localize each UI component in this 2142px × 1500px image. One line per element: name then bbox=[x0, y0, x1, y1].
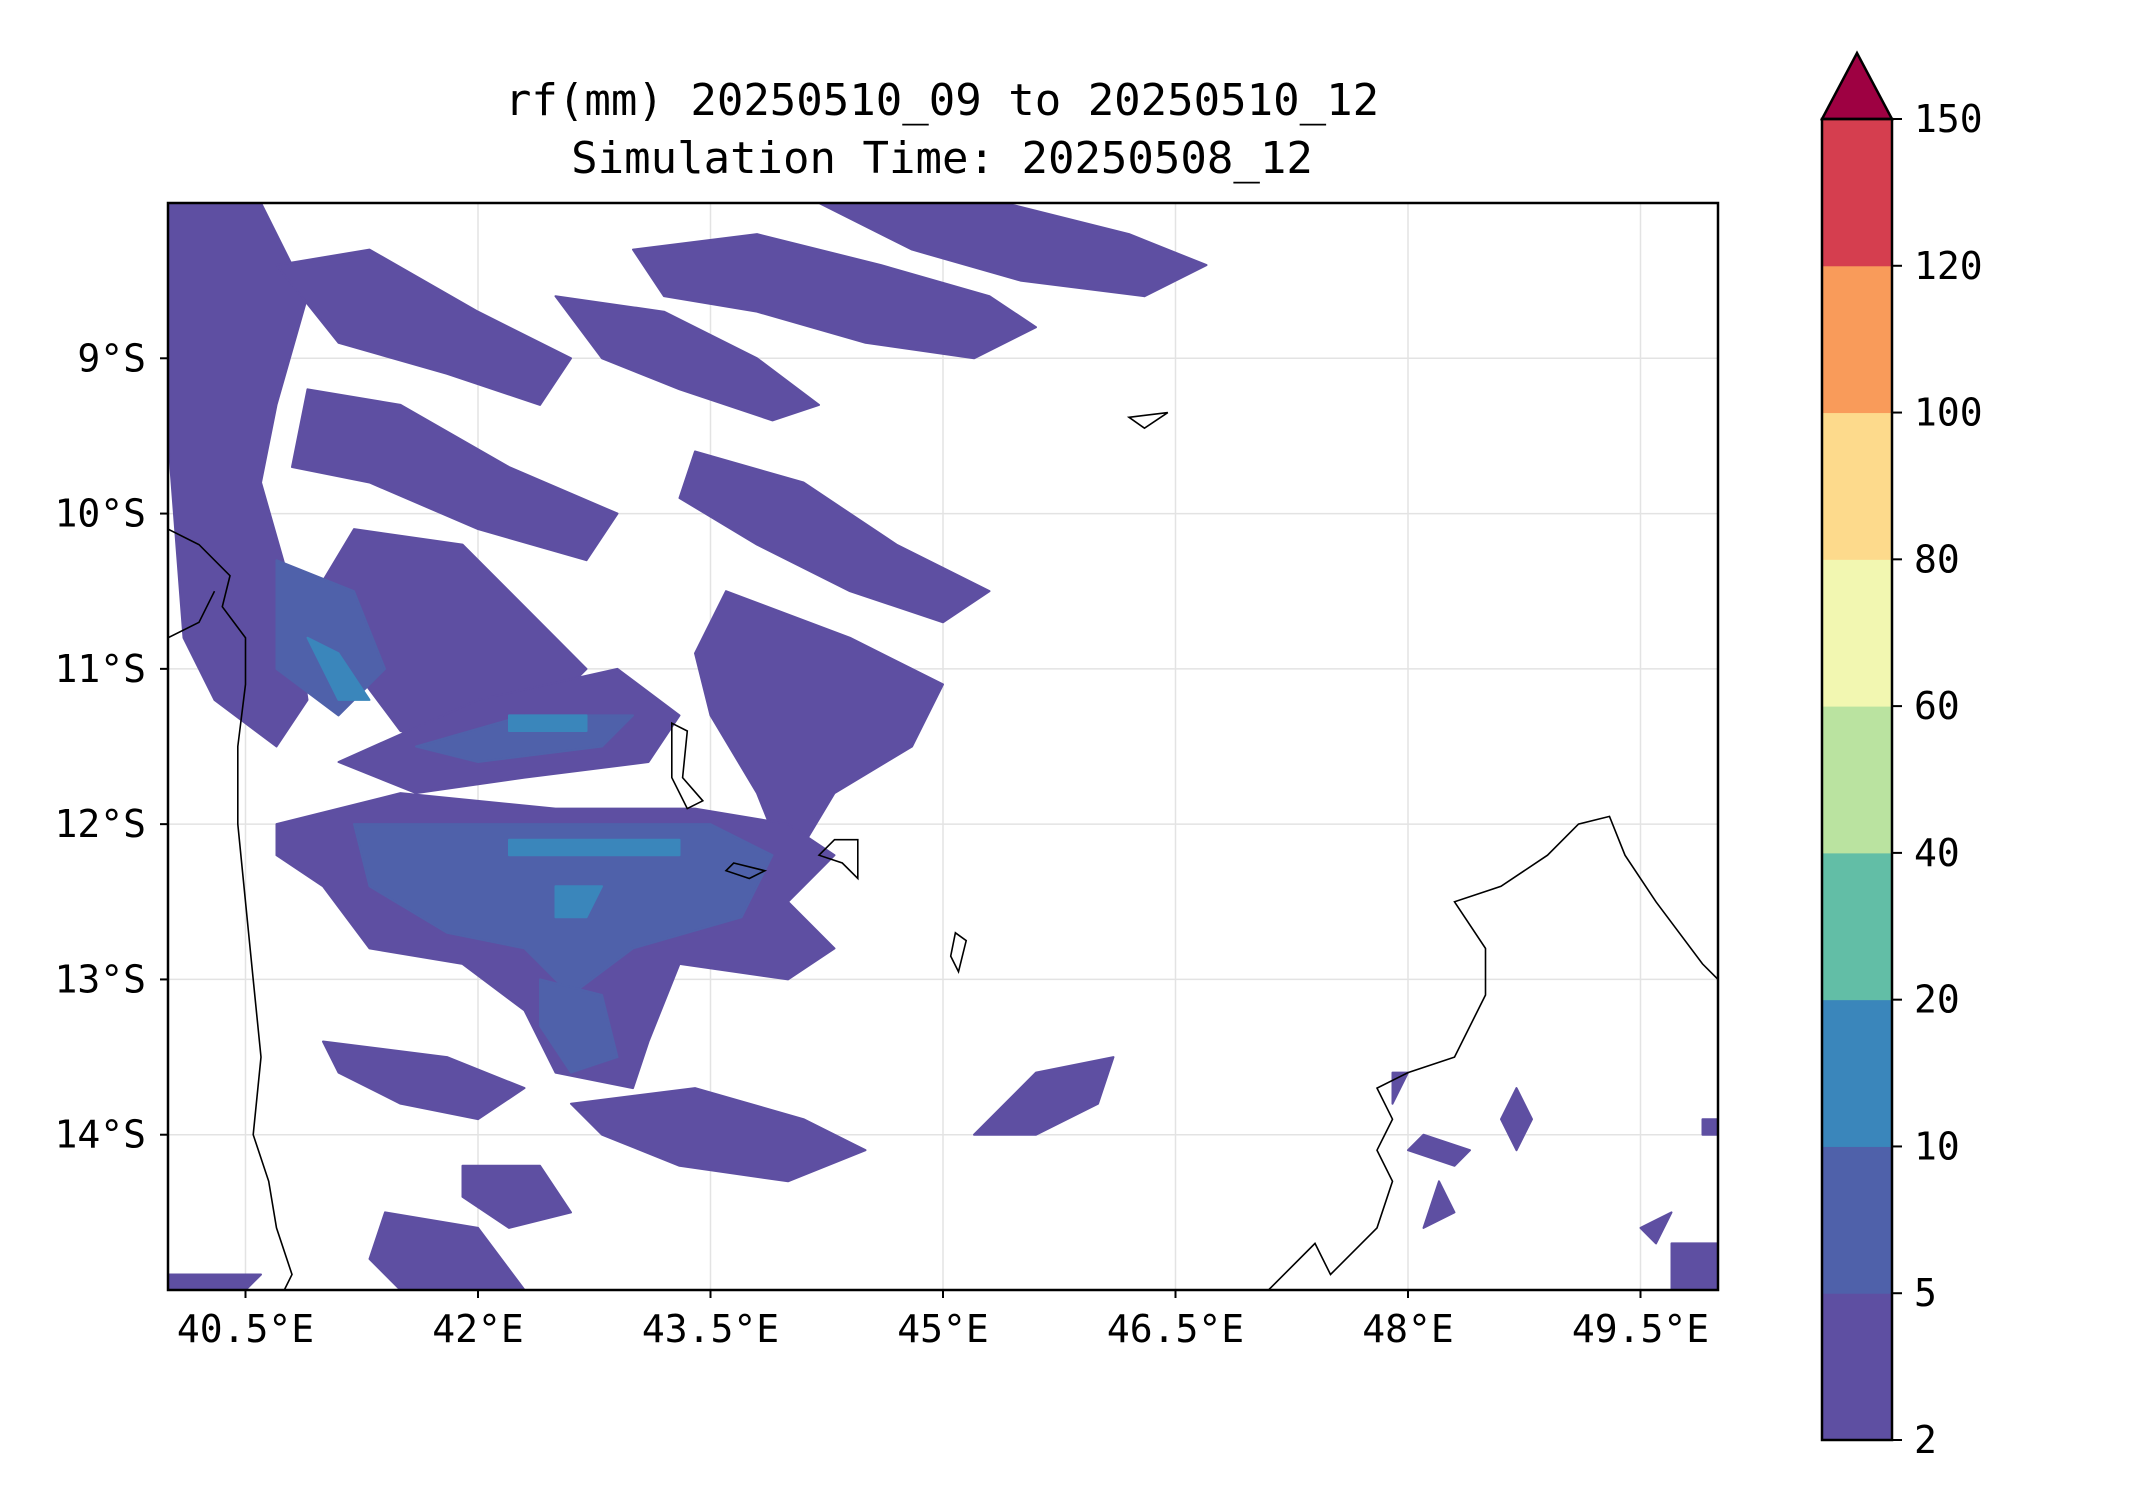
x-tick-label: 45°E bbox=[897, 1307, 989, 1351]
y-tick-label: 14°S bbox=[54, 1113, 146, 1157]
y-tick-label: 12°S bbox=[54, 802, 146, 846]
colorbar-segment bbox=[1822, 559, 1892, 707]
coastline bbox=[168, 590, 216, 639]
rain-band bbox=[818, 203, 1208, 298]
island-outline bbox=[817, 838, 859, 881]
rain-band bbox=[291, 388, 619, 562]
rain-band bbox=[275, 248, 572, 406]
colorbar-segment bbox=[1822, 119, 1892, 267]
rain-band bbox=[1670, 1242, 1718, 1290]
y-tick-label: 11°S bbox=[54, 647, 146, 691]
x-tick-label: 48°E bbox=[1362, 1307, 1454, 1351]
x-axis-ticks: 40.5°E 42°E 43.5°E 45°E 46.5°E 48°E 49.5°E bbox=[177, 1290, 1709, 1351]
island-outline bbox=[949, 931, 968, 974]
island-outline bbox=[1126, 411, 1169, 430]
rain-band bbox=[368, 1211, 526, 1290]
rain-band bbox=[632, 233, 1037, 360]
x-tick-label: 49.5°E bbox=[1572, 1307, 1709, 1351]
x-tick-label: 46.5°E bbox=[1107, 1307, 1244, 1351]
coastline bbox=[168, 528, 293, 1290]
x-tick-label: 42°E bbox=[432, 1307, 524, 1351]
rain-band bbox=[1701, 1118, 1718, 1136]
title-line-1: rf(mm) 20250510_09 to 20250510_12 bbox=[504, 75, 1380, 126]
colorbar-segment bbox=[1822, 265, 1892, 414]
colorbar-frame bbox=[1820, 117, 1894, 1442]
coastline bbox=[1267, 815, 1718, 1290]
colorbar-tick-label: 2 bbox=[1914, 1418, 1937, 1462]
colorbar-tick-label: 5 bbox=[1914, 1271, 1937, 1315]
coastlines bbox=[168, 411, 1718, 1290]
colorbar-tick-label: 40 bbox=[1914, 831, 1960, 875]
rain-band bbox=[554, 295, 820, 422]
colorbar-segment bbox=[1822, 1146, 1892, 1294]
rain-band bbox=[694, 590, 944, 872]
colorbar-tick-label: 20 bbox=[1914, 978, 1960, 1022]
rain-band bbox=[1391, 1071, 1409, 1105]
y-tick-label: 9°S bbox=[77, 336, 146, 380]
x-tick-label: 40.5°E bbox=[177, 1307, 314, 1351]
rain-band bbox=[1500, 1087, 1533, 1152]
y-tick-label: 10°S bbox=[54, 492, 146, 536]
y-tick-label: 13°S bbox=[54, 957, 146, 1001]
rain-band bbox=[461, 1164, 572, 1229]
title-line-2: Simulation Time: 20250508_12 bbox=[571, 133, 1313, 184]
rain-band bbox=[554, 885, 603, 919]
colorbar-extend-arrow bbox=[1819, 50, 1895, 121]
rain-band bbox=[508, 838, 681, 857]
rain-band bbox=[306, 636, 371, 701]
colorbar: 2 5 10 20 40 60 80 100 120 150 bbox=[1819, 50, 1983, 1462]
colorbar-tick-label: 80 bbox=[1914, 537, 1960, 581]
island-outline bbox=[670, 721, 705, 810]
rain-band bbox=[1639, 1211, 1673, 1245]
colorbar-segment bbox=[1822, 412, 1892, 560]
colorbar-tick-label: 120 bbox=[1914, 244, 1983, 288]
rain-band bbox=[322, 1040, 526, 1121]
colorbar-segment bbox=[1822, 852, 1892, 1001]
map-title: rf(mm) 20250510_09 to 20250510_12 Simula… bbox=[165, 72, 1719, 188]
rain-band bbox=[973, 1056, 1115, 1136]
colorbar-tick-label: 150 bbox=[1914, 97, 1983, 141]
rainfall-contours bbox=[168, 203, 1718, 1290]
rain-band bbox=[539, 978, 619, 1074]
y-axis-ticks: 9°S 10°S 11°S 12°S 13°S 14°S bbox=[54, 336, 168, 1157]
colorbar-segment bbox=[1822, 999, 1892, 1147]
rain-band bbox=[508, 714, 588, 732]
rain-band bbox=[678, 450, 991, 624]
colorbar-tick-label: 100 bbox=[1914, 391, 1983, 435]
rain-band bbox=[168, 1273, 262, 1290]
island-outline bbox=[724, 862, 768, 880]
x-tick-label: 43.5°E bbox=[642, 1307, 779, 1351]
colorbar-segment bbox=[1822, 1293, 1892, 1441]
colorbar-tick-label: 10 bbox=[1914, 1124, 1960, 1168]
colorbar-segment bbox=[1822, 706, 1892, 854]
gridlines bbox=[168, 203, 1718, 1290]
colorbar-tick-label: 60 bbox=[1914, 684, 1960, 728]
rain-band bbox=[570, 1087, 867, 1183]
rain-band bbox=[1422, 1180, 1456, 1229]
rain-band bbox=[1407, 1133, 1471, 1167]
